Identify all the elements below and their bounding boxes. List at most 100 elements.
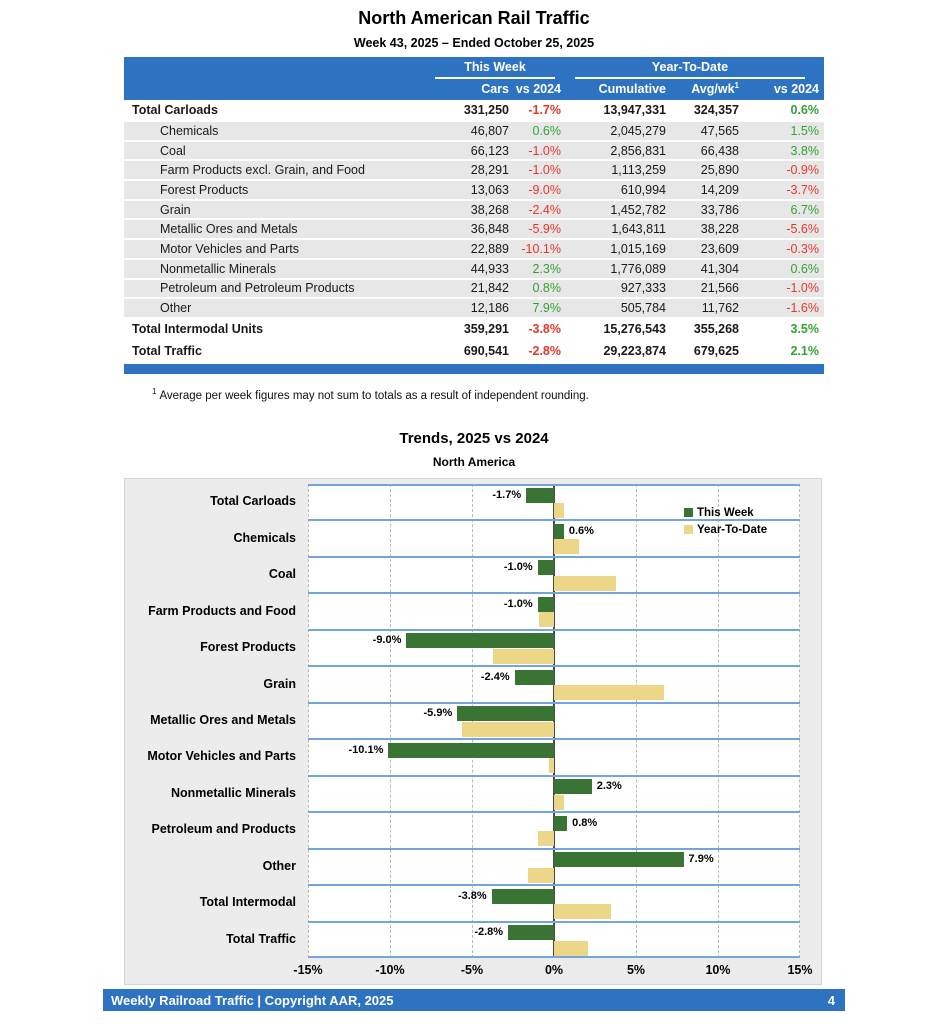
cumulative-value: 1,452,782: [610, 202, 666, 217]
band-separator: [308, 847, 800, 850]
cumulative-value: 1,776,089: [610, 261, 666, 276]
cars-value: 36,848: [470, 222, 509, 237]
bar-this-week: [514, 669, 554, 685]
cumulative-value: 927,333: [620, 281, 666, 296]
category-label: Total Carloads: [210, 494, 296, 509]
avg-per-week-value: 11,762: [701, 301, 739, 316]
category-label: Petroleum and Products: [151, 822, 296, 837]
cars-value: 13,063: [470, 182, 509, 197]
x-tick-label: 5%: [626, 963, 646, 977]
table-row: Total Carloads 331,250 -1.7% 13,947,331 324,…: [124, 100, 824, 122]
week-vs-2024-value: 0.8%: [532, 281, 562, 296]
table-row: Total Traffic 690,541 -2.8% 29,223,874 679,6…: [124, 340, 824, 363]
band-separator: [308, 701, 800, 704]
avg-per-week-value: 25,890: [700, 163, 739, 178]
cars-value: 12,186: [470, 301, 509, 316]
bar-this-week: [554, 852, 684, 868]
category-label: Total Intermodal: [199, 895, 296, 910]
bar-this-week: [457, 706, 554, 722]
table-row: Metallic Ores and Metals 36,848 -5.9% 1,643…: [124, 220, 824, 241]
row-label: Other: [160, 301, 192, 316]
x-tick-label: 15%: [787, 963, 813, 977]
bar-year-to-date: [554, 503, 564, 518]
category-label: Coal: [268, 567, 296, 582]
footnote-marker: 1: [734, 80, 739, 90]
avg-per-week-value: 33,786: [700, 202, 739, 217]
bar-year-to-date: [493, 648, 554, 664]
page-subtitle: Week 43, 2025 – Ended October 25, 2025: [353, 36, 595, 50]
ytd-vs-2024-value: -0.3%: [786, 241, 819, 256]
band-separator: [308, 811, 800, 814]
bar-this-week: [537, 596, 554, 612]
row-label: Motor Vehicles and Parts: [160, 241, 299, 256]
bar-value-label: 0.8%: [572, 816, 598, 829]
cumulative-value: 1,015,169: [610, 241, 666, 256]
table-row: Coal 66,123 -1.0% 2,856,831 66,438 3.8%: [124, 141, 824, 162]
footer-page-number: 4: [827, 992, 835, 1008]
x-tick-label: -15%: [293, 963, 323, 977]
week-vs-2024-value: -5.9%: [528, 222, 561, 237]
cumulative-value: 15,276,543: [603, 321, 666, 336]
bar-year-to-date: [539, 612, 554, 628]
col-header-cumulative: Cumulative: [598, 81, 666, 96]
group-header-year-to-date: Year-To-Date: [561, 58, 819, 79]
cars-value: 690,541: [463, 343, 509, 358]
report-header: North American Rail Traffic Week 43, 202…: [0, 8, 948, 50]
bar-year-to-date: [554, 575, 617, 591]
table-row: Other 12,186 7.9% 505,784 11,762 -1.6%: [124, 299, 824, 319]
col-header-week-vs-2024: vs 2024: [515, 81, 561, 96]
col-header-cars: Cars: [481, 81, 509, 96]
page-footer: Weekly Railroad Traffic | Copyright AAR,…: [103, 989, 845, 1011]
row-label: Petroleum and Petroleum Products: [160, 281, 355, 296]
band-separator: [308, 738, 800, 741]
bar-this-week: [388, 742, 554, 758]
avg-per-week-value: 66,438: [700, 143, 739, 158]
bar-year-to-date: [554, 940, 589, 956]
row-label: Total Carloads: [132, 103, 218, 117]
gridline: [390, 484, 391, 958]
legend-label: Year-To-Date: [697, 523, 768, 536]
band-separator: [308, 628, 800, 631]
page-title: North American Rail Traffic: [358, 8, 590, 28]
band-separator: [308, 920, 800, 923]
bar-this-week: [508, 925, 554, 941]
week-vs-2024-value: -1.0%: [528, 163, 561, 178]
band-separator: [308, 592, 800, 595]
ytd-vs-2024-value: -3.7%: [786, 182, 819, 197]
table-body: Total Carloads 331,250 -1.7% 13,947,331 324,…: [124, 100, 824, 363]
row-label: Forest Products: [160, 182, 249, 197]
x-tick-label: -5%: [460, 963, 484, 977]
bar-value-label: -1.0%: [503, 597, 533, 610]
ytd-vs-2024-value: 2.1%: [790, 343, 820, 358]
avg-per-week-value: 679,625: [693, 343, 739, 358]
col-header-ytd-vs-2024: vs 2024: [773, 81, 819, 96]
bar-value-label: 0.6%: [568, 524, 594, 537]
footnote-superscript: 1: [152, 387, 157, 396]
week-vs-2024-value: -1.0%: [528, 143, 561, 158]
bar-this-week: [526, 487, 554, 503]
avg-per-week-value: 38,228: [700, 222, 739, 237]
category-label: Farm Products and Food: [148, 603, 296, 618]
chart-subtitle: North America: [432, 455, 516, 469]
gridline: [308, 484, 309, 958]
bar-this-week: [554, 523, 564, 539]
ytd-vs-2024-value: -0.9%: [786, 163, 819, 178]
cumulative-value: 2,856,831: [610, 143, 666, 158]
week-vs-2024-value: -2.4%: [528, 202, 561, 217]
bar-this-week: [491, 888, 554, 904]
bar-value-label: -9.0%: [372, 634, 402, 647]
band-separator: [308, 774, 800, 777]
table-row: Grain 38,268 -2.4% 1,452,782 33,786 6.7%: [124, 200, 824, 221]
bar-year-to-date: [537, 831, 554, 847]
ytd-vs-2024-value: -1.6%: [786, 301, 819, 316]
table-row: Chemicals 46,807 0.6% 2,045,279 47,565 1.5%: [124, 122, 824, 142]
ytd-vs-2024-value: 6.7%: [790, 202, 820, 217]
row-label: Coal: [160, 143, 186, 158]
cars-value: 331,250: [463, 103, 509, 117]
week-vs-2024-value: 0.6%: [532, 123, 562, 138]
band-separator: [308, 665, 800, 668]
x-tick-label: 0%: [544, 963, 564, 977]
category-label: Total Traffic: [226, 931, 296, 946]
bar-year-to-date: [527, 867, 554, 883]
cumulative-value: 610,994: [620, 182, 666, 197]
